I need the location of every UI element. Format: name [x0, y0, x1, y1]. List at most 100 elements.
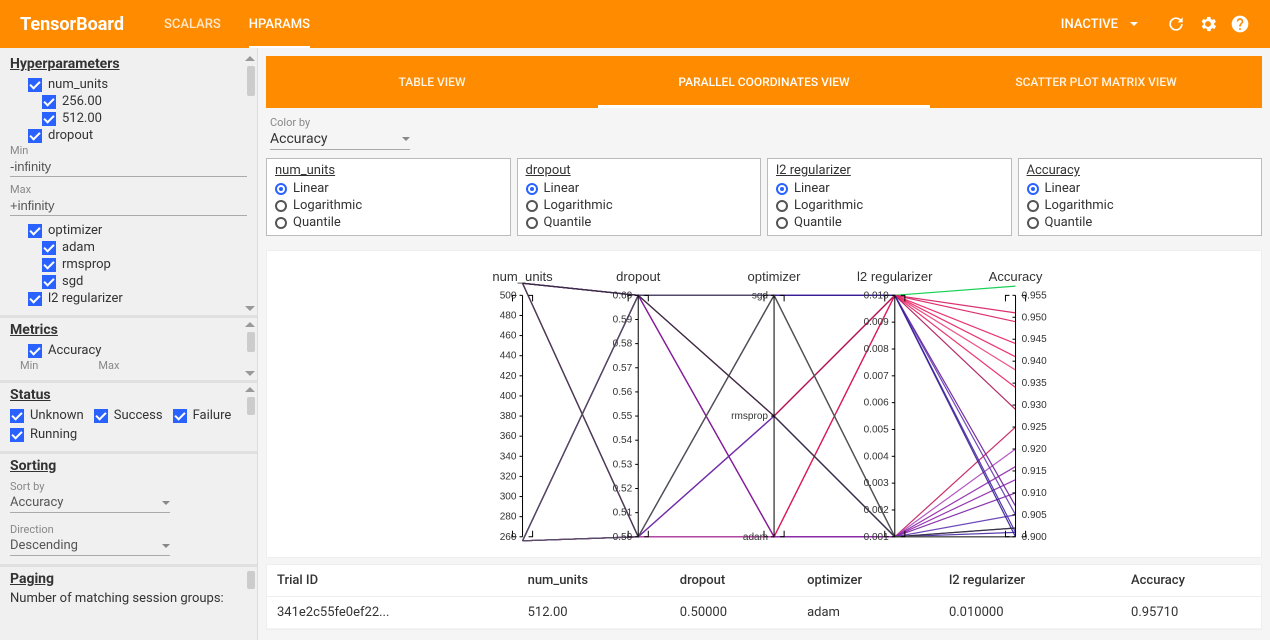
table-header[interactable]: l2 regularizer: [939, 565, 1121, 597]
svg-text:380: 380: [500, 411, 517, 422]
table-row[interactable]: 341e2c55fe0ef22...512.000.50000adam0.010…: [267, 597, 1261, 629]
radio-row-linear[interactable]: Linear: [275, 180, 502, 197]
l2-label: l2 regularizer: [48, 291, 123, 306]
radio-label: Linear: [1045, 181, 1081, 196]
accuracy-label: Accuracy: [48, 343, 101, 358]
radio-row-logarithmic[interactable]: Logarithmic: [776, 197, 1003, 214]
radio-row-logarithmic[interactable]: Logarithmic: [526, 197, 753, 214]
refresh-icon[interactable]: [1166, 14, 1186, 34]
axis-box-title: l2 regularizer: [776, 163, 1003, 178]
svg-text:260: 260: [500, 532, 517, 543]
svg-text:0.006: 0.006: [864, 398, 890, 409]
svg-text:0.59: 0.59: [613, 314, 633, 325]
sort-by-select[interactable]: Accuracy: [10, 493, 170, 513]
checkbox-sgd[interactable]: [42, 275, 56, 289]
table-header[interactable]: optimizer: [797, 565, 939, 597]
radio-row-quantile[interactable]: Quantile: [1027, 214, 1254, 231]
checkbox-dropout[interactable]: [28, 129, 42, 143]
checkbox-optimizer[interactable]: [28, 224, 42, 238]
success-label: Success: [114, 408, 163, 423]
status-text[interactable]: INACTIVE: [1061, 17, 1118, 32]
radio-row-logarithmic[interactable]: Logarithmic: [1027, 197, 1254, 214]
svg-text:0.53: 0.53: [613, 459, 633, 470]
metrics-down-icon[interactable]: [245, 371, 255, 376]
collapse-up-icon[interactable]: [245, 56, 255, 61]
checkbox-num-units-256[interactable]: [42, 95, 56, 109]
checkbox-failure[interactable]: [173, 409, 187, 423]
axis-box-Accuracy: AccuracyLinearLogarithmicQuantile: [1018, 158, 1263, 236]
scroll-handle[interactable]: [247, 66, 255, 96]
radio-icon: [526, 183, 538, 195]
num-units-256-label: 256.00: [62, 94, 102, 109]
sgd-label: sgd: [62, 274, 83, 289]
metrics-title: Metrics: [10, 322, 247, 338]
help-icon[interactable]: [1230, 14, 1250, 34]
metrics-up-icon[interactable]: [245, 322, 255, 327]
gear-icon[interactable]: [1198, 14, 1218, 34]
checkbox-rmsprop[interactable]: [42, 258, 56, 272]
checkbox-num-units[interactable]: [28, 78, 42, 92]
svg-text:0.955: 0.955: [1022, 290, 1048, 301]
svg-text:0.003: 0.003: [864, 478, 890, 489]
expand-down-icon[interactable]: [245, 306, 255, 311]
radio-row-linear[interactable]: Linear: [776, 180, 1003, 197]
svg-text:0.925: 0.925: [1022, 422, 1048, 433]
svg-text:0.915: 0.915: [1022, 466, 1048, 477]
metrics-min-label: Min: [20, 359, 38, 372]
table-cell: 0.95710: [1121, 597, 1261, 629]
colorby-select[interactable]: Accuracy: [270, 129, 410, 150]
tab-scalars[interactable]: SCALARS: [164, 17, 221, 32]
subtab-table[interactable]: TABLE VIEW: [266, 56, 598, 108]
svg-text:0.905: 0.905: [1022, 510, 1048, 521]
radio-label: Quantile: [293, 215, 341, 230]
paging-scroll[interactable]: [247, 571, 255, 589]
radio-row-quantile[interactable]: Quantile: [776, 214, 1003, 231]
subtab-scatter[interactable]: SCATTER PLOT MATRIX VIEW: [930, 56, 1262, 108]
table-header[interactable]: Accuracy: [1121, 565, 1261, 597]
radio-label: Logarithmic: [794, 198, 863, 213]
metrics-scroll[interactable]: [247, 332, 255, 352]
svg-text:optimizer: optimizer: [748, 269, 802, 284]
checkbox-num-units-512[interactable]: [42, 112, 56, 126]
status-dropdown-icon[interactable]: [1130, 22, 1138, 26]
metrics-max-label: Max: [98, 359, 119, 372]
tab-hparams[interactable]: HPARAMS: [249, 17, 310, 48]
checkbox-l2[interactable]: [28, 292, 42, 306]
status-title: Status: [10, 387, 247, 403]
svg-text:500: 500: [500, 290, 517, 301]
section-hyperparameters: Hyperparameters num_units 256.00 512.00 …: [0, 52, 257, 318]
svg-text:0.945: 0.945: [1022, 334, 1048, 345]
radio-row-logarithmic[interactable]: Logarithmic: [275, 197, 502, 214]
paging-text: Number of matching session groups:: [10, 591, 247, 606]
radio-row-linear[interactable]: Linear: [526, 180, 753, 197]
status-scroll[interactable]: [247, 397, 255, 415]
radio-row-quantile[interactable]: Quantile: [275, 214, 502, 231]
parallel-coordinates-chart[interactable]: num_units2602803003203403603804004204404…: [266, 250, 1262, 558]
status-up-icon[interactable]: [245, 387, 255, 392]
svg-text:460: 460: [500, 331, 517, 342]
checkbox-accuracy[interactable]: [28, 344, 42, 358]
checkbox-success[interactable]: [94, 409, 108, 423]
table-cell: 0.010000: [939, 597, 1121, 629]
running-label: Running: [30, 427, 77, 442]
table-header[interactable]: dropout: [670, 565, 797, 597]
dropout-label: dropout: [48, 128, 93, 143]
checkbox-running[interactable]: [10, 428, 24, 442]
min-input[interactable]: [10, 157, 247, 177]
radio-icon: [776, 200, 788, 212]
checkbox-adam[interactable]: [42, 241, 56, 255]
svg-text:0.56: 0.56: [613, 387, 633, 398]
table-header[interactable]: Trial ID: [267, 565, 518, 597]
table-header[interactable]: num_units: [518, 565, 670, 597]
chevron-down-icon: [162, 501, 170, 505]
header: TensorBoard SCALARS HPARAMS INACTIVE: [0, 0, 1270, 48]
direction-select[interactable]: Descending: [10, 536, 170, 556]
radio-row-linear[interactable]: Linear: [1027, 180, 1254, 197]
checkbox-unknown[interactable]: [10, 409, 24, 423]
radio-row-quantile[interactable]: Quantile: [526, 214, 753, 231]
subtab-parallel[interactable]: PARALLEL COORDINATES VIEW: [598, 56, 930, 108]
svg-text:0.010: 0.010: [864, 290, 890, 301]
chevron-down-icon: [162, 544, 170, 548]
chevron-down-icon: [402, 137, 410, 141]
max-input[interactable]: [10, 196, 247, 216]
